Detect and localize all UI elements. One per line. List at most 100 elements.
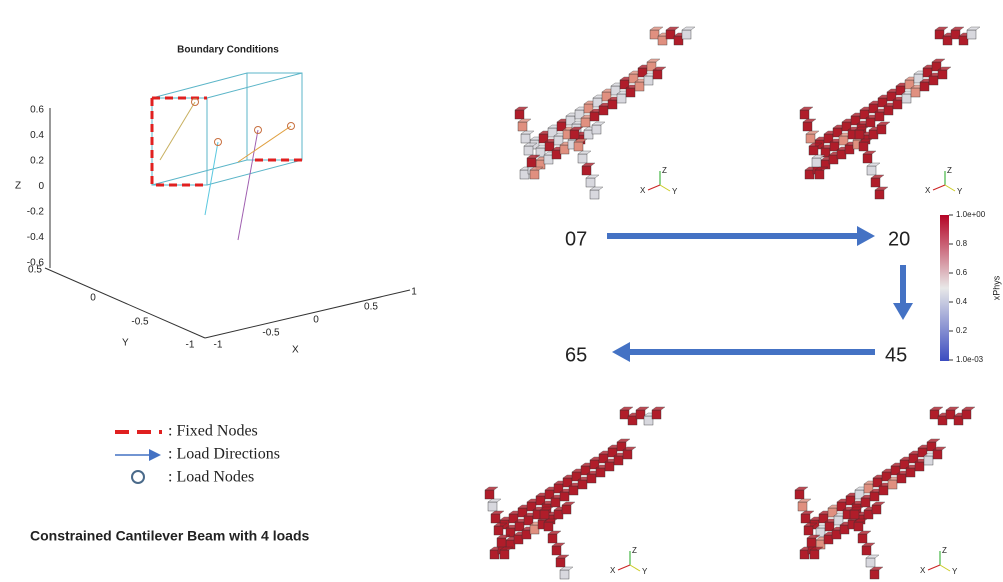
voxel <box>946 410 955 419</box>
voxel-top <box>617 439 630 442</box>
voxel <box>855 130 864 139</box>
fixed-nodes <box>152 98 302 185</box>
voxel-top <box>682 27 695 30</box>
voxel <box>915 462 924 471</box>
voxel-top <box>515 107 528 110</box>
voxel <box>870 570 879 579</box>
voxel <box>608 100 617 109</box>
voxel <box>494 526 503 535</box>
voxel-top <box>871 175 884 178</box>
triad-axis <box>940 565 950 571</box>
voxel <box>491 514 500 523</box>
x-tick-label: -1 <box>214 340 223 351</box>
y-tick-label: -1 <box>186 340 195 351</box>
voxel <box>560 492 569 501</box>
voxel-top <box>592 122 605 125</box>
voxel <box>858 534 867 543</box>
voxel <box>650 30 659 39</box>
triad-axis <box>648 185 660 190</box>
voxel <box>829 155 838 164</box>
z-tick-label: 0.6 <box>30 105 44 116</box>
z-tick-label: -0.2 <box>27 207 45 218</box>
voxel <box>560 570 569 579</box>
voxel-top <box>488 499 501 502</box>
voxel <box>682 30 691 39</box>
boundary-plot: Boundary Conditions Z Y X 0.60.40.20-0.2… <box>15 45 417 356</box>
voxel <box>933 450 942 459</box>
triad-label: X <box>640 186 646 195</box>
triad-label: Y <box>957 187 963 196</box>
voxel <box>859 142 868 151</box>
voxel <box>599 106 608 115</box>
voxel <box>870 492 879 501</box>
voxel <box>644 416 653 425</box>
legend-label: : Load Directions <box>168 446 280 463</box>
iteration-label: 45 <box>885 344 907 366</box>
voxel-top <box>527 155 540 158</box>
voxel-top <box>930 407 943 410</box>
voxel <box>521 134 530 143</box>
triad-axis <box>928 565 940 570</box>
triad-axis <box>933 185 945 190</box>
legend-label: : Fixed Nodes <box>168 423 258 440</box>
voxel <box>530 525 539 534</box>
voxel <box>626 88 635 97</box>
voxel <box>544 155 553 164</box>
voxel <box>935 30 944 39</box>
voxel <box>548 534 557 543</box>
voxel <box>837 150 846 159</box>
voxel <box>798 502 807 511</box>
voxel-top <box>803 119 816 122</box>
voxel <box>795 490 804 499</box>
voxel <box>490 550 499 559</box>
voxel-top <box>798 499 811 502</box>
voxel <box>805 170 814 179</box>
voxel <box>938 70 947 79</box>
triad-axis <box>618 565 630 570</box>
triad-label: Z <box>942 546 947 555</box>
voxel <box>845 145 854 154</box>
z-tick-label: 0.2 <box>30 156 44 167</box>
voxel-top <box>863 151 876 154</box>
voxel <box>801 514 810 523</box>
iteration-label: 65 <box>565 344 587 366</box>
voxel-top <box>578 151 591 154</box>
z-tick-label: -0.4 <box>27 232 45 243</box>
triad-axis <box>945 185 955 191</box>
voxel <box>614 456 623 465</box>
voxel <box>520 170 529 179</box>
voxel <box>967 30 976 39</box>
voxel-top <box>636 407 649 410</box>
voxel <box>551 498 560 507</box>
voxel <box>596 468 605 477</box>
voxel <box>893 100 902 109</box>
voxel <box>592 125 601 134</box>
voxel <box>866 558 875 567</box>
voxel <box>582 166 591 175</box>
colorbar-tick-label: 1.0e-03 <box>956 355 984 364</box>
voxel <box>924 456 933 465</box>
triad-label: Z <box>662 166 667 175</box>
voxel-top <box>858 531 871 534</box>
colorbar-title: xPhys <box>991 275 1001 300</box>
colorbar: 1.0e+000.80.60.40.21.0e-03 xPhys <box>940 210 1001 364</box>
voxel <box>897 474 906 483</box>
y-tick-label: -0.5 <box>131 317 149 328</box>
voxel <box>840 525 849 534</box>
triad-label: X <box>610 566 616 575</box>
voxel <box>552 546 561 555</box>
voxel <box>635 82 644 91</box>
voxel <box>810 550 819 559</box>
voxel <box>578 480 587 489</box>
voxel-top <box>870 567 883 570</box>
x-tick-label: 0.5 <box>364 302 378 313</box>
voxel <box>497 538 506 547</box>
triad-axis <box>660 185 670 191</box>
legend: : Fixed Nodes : Load Directions : Load N… <box>115 423 280 486</box>
triad-label: Z <box>632 546 637 555</box>
voxel <box>527 158 536 167</box>
voxel <box>911 88 920 97</box>
voxel <box>570 130 579 139</box>
